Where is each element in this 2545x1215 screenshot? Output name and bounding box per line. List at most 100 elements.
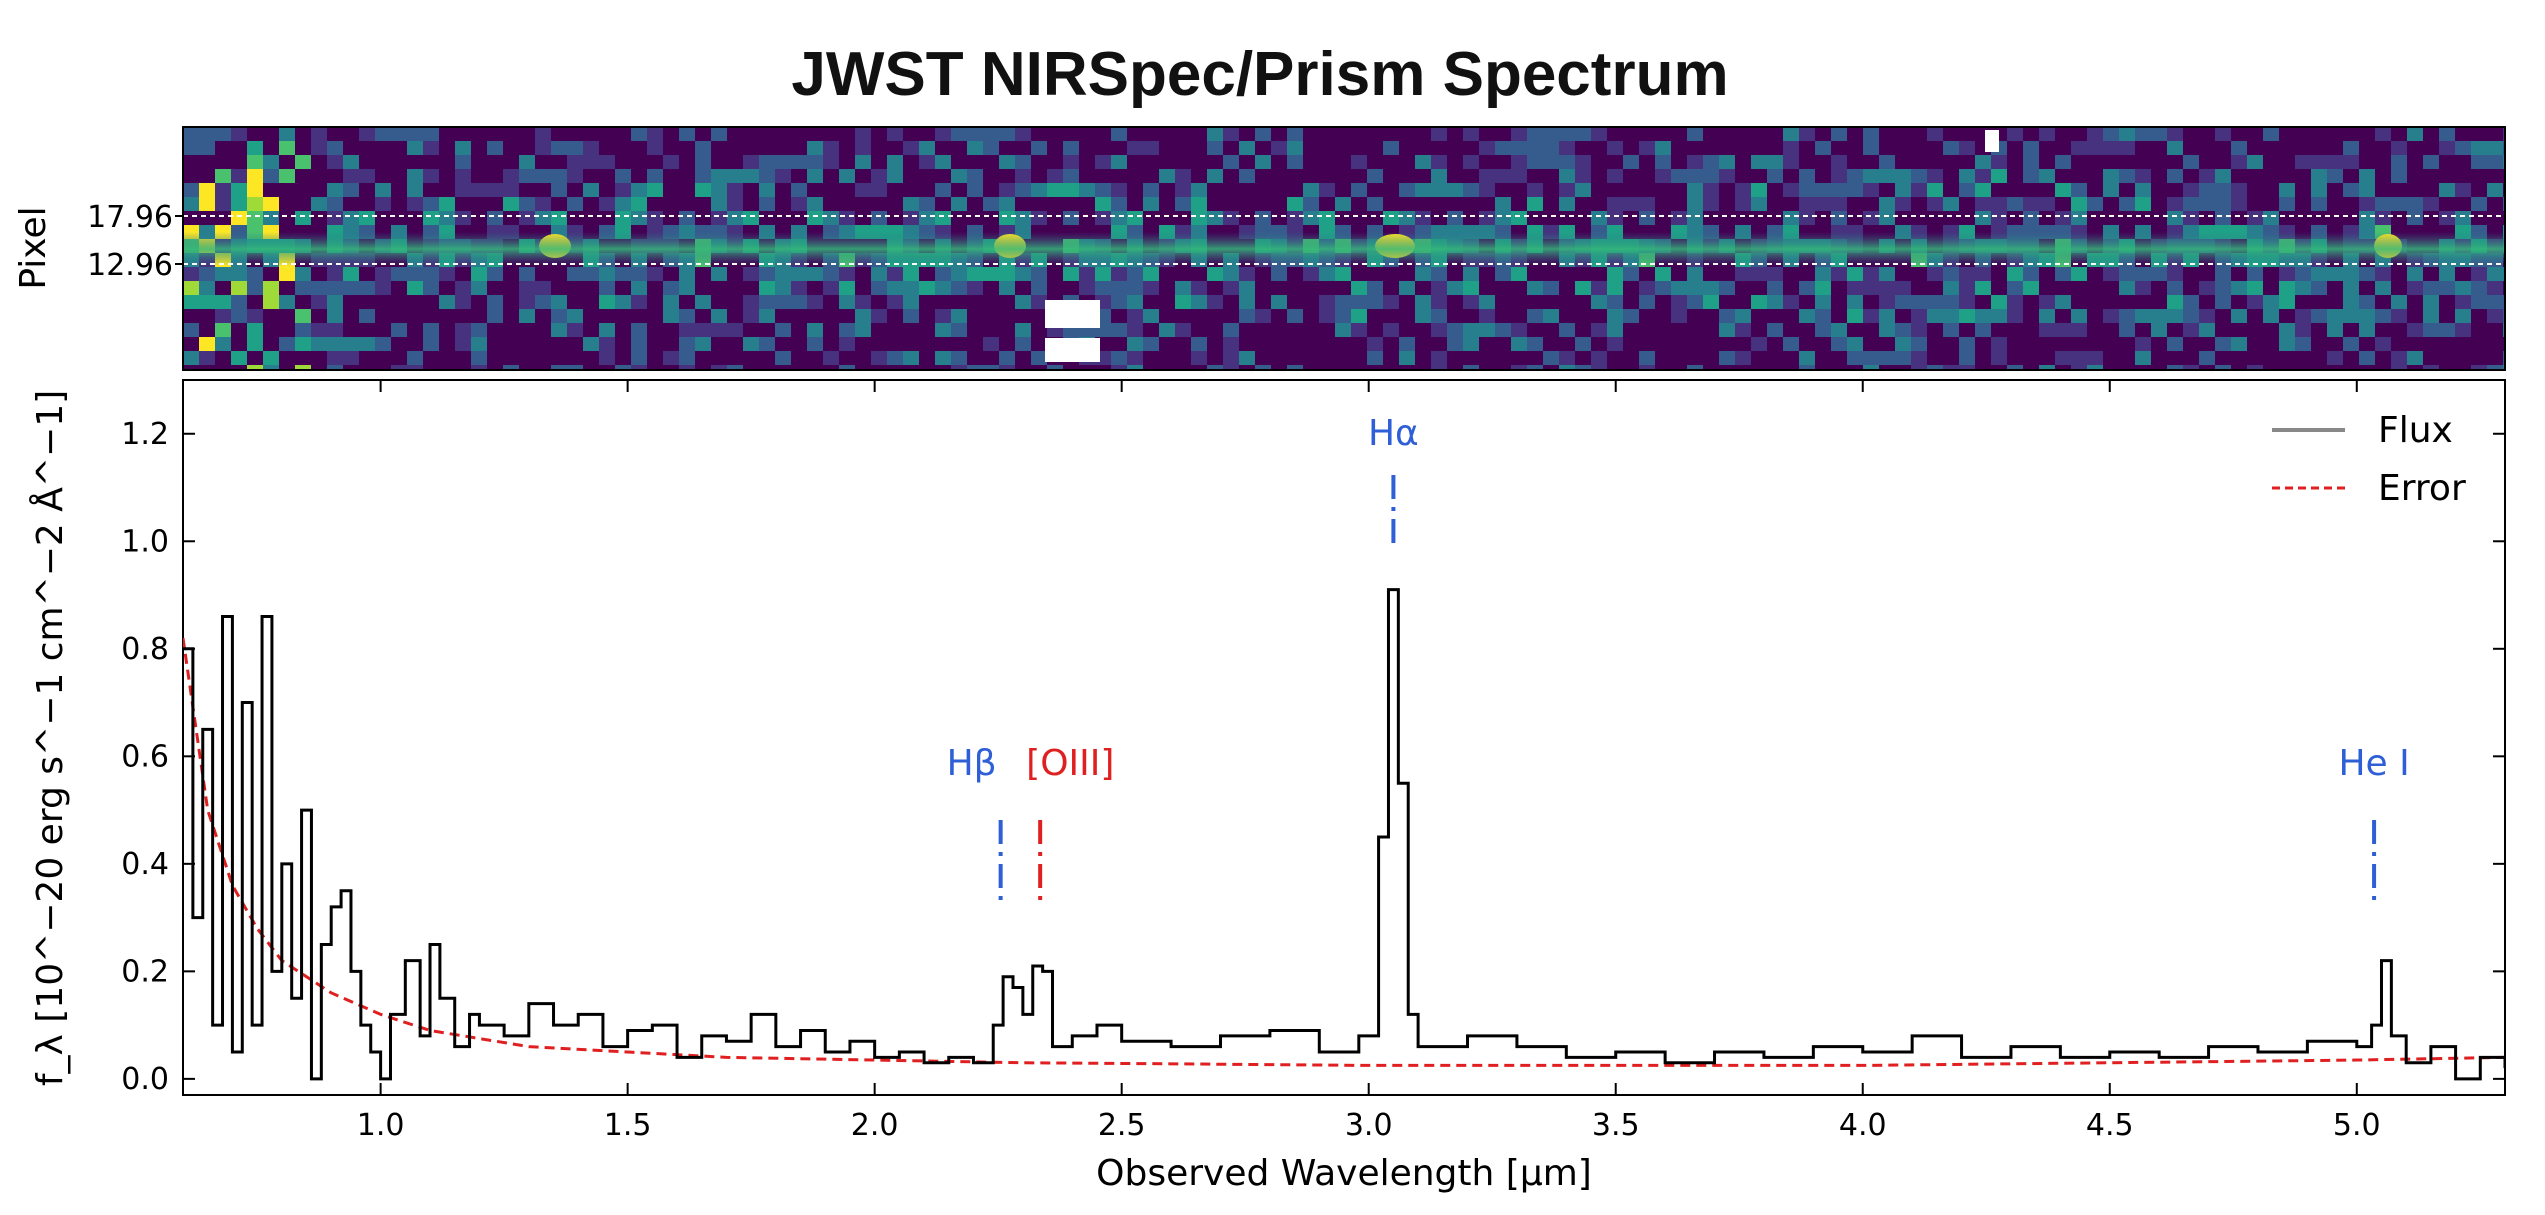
- image-pixel: [759, 309, 775, 323]
- image-pixel: [1255, 365, 1271, 370]
- image-pixel: [1479, 141, 1495, 155]
- image-pixel: [343, 155, 359, 169]
- legend: Flux Error: [2272, 410, 2466, 509]
- image-pixel: [1879, 197, 1895, 211]
- image-pixel: [2439, 169, 2455, 183]
- image-pixel: [1351, 309, 1367, 323]
- image-pixel: [999, 267, 1015, 281]
- image-pixel: [295, 211, 311, 225]
- image-pixel: [1063, 155, 1079, 169]
- image-pixel: [327, 169, 343, 183]
- image-pixel: [951, 323, 967, 337]
- image-pixel: [1111, 141, 1127, 155]
- image-pixel: [2103, 141, 2119, 155]
- image-pixel: [1927, 197, 1943, 211]
- image-pixel: [2071, 197, 2087, 211]
- image-pixel: [2327, 267, 2343, 281]
- image-pixel: [1047, 183, 1063, 197]
- image-pixel: [823, 155, 839, 169]
- image-pixel: [551, 141, 567, 155]
- image-pixel: [2183, 155, 2199, 169]
- image-pixel: [903, 309, 919, 323]
- image-pixel: [1815, 309, 1831, 323]
- image-pixel: [1975, 365, 1991, 370]
- image-pixel: [1031, 267, 1047, 281]
- image-pixel: [1063, 365, 1079, 370]
- image-pixel: [1943, 365, 1959, 370]
- image-pixel: [295, 365, 311, 370]
- image-pixel: [2407, 295, 2423, 309]
- image-pixel: [1927, 267, 1943, 281]
- image-pixel: [2263, 127, 2279, 141]
- image-pixel: [439, 211, 455, 225]
- image-pixel: [375, 281, 391, 295]
- image-pixel: [1863, 351, 1879, 365]
- image-pixel: [2135, 337, 2151, 351]
- image-pixel: [2055, 351, 2071, 365]
- image-pixel: [935, 351, 951, 365]
- image-pixel: [1591, 211, 1607, 225]
- image-pixel: [855, 281, 871, 295]
- image-pixel: [1127, 337, 1143, 351]
- image-pixel: [1143, 309, 1159, 323]
- image-pixel: [1751, 183, 1767, 197]
- image-pixel: [1319, 267, 1335, 281]
- legend-error-label: Error: [2378, 468, 2466, 509]
- image-pixel: [2327, 155, 2343, 169]
- image-pixel: [887, 127, 903, 141]
- image-pixel: [2279, 183, 2295, 197]
- image-pixel: [2071, 351, 2087, 365]
- image-pixel: [2119, 309, 2135, 323]
- x-axis-label: Observed Wavelength [μm]: [1096, 1153, 1592, 1194]
- image-pixel: [215, 127, 231, 141]
- image-pixel: [2471, 337, 2487, 351]
- image-pixel: [2167, 169, 2183, 183]
- image-pixel: [2071, 211, 2087, 225]
- image-pixel: [2199, 155, 2215, 169]
- image-pixel: [903, 267, 919, 281]
- image-pixel: [1383, 211, 1399, 225]
- image-pixel: [1367, 295, 1383, 309]
- image-pixel: [295, 323, 311, 337]
- image-pixel: [519, 183, 535, 197]
- image-pixel: [2039, 127, 2055, 141]
- image-pixel: [679, 337, 695, 351]
- image-pixel: [1527, 281, 1543, 295]
- image-pixel: [487, 141, 503, 155]
- image-pixel: [471, 183, 487, 197]
- image-pixel: [2055, 323, 2071, 337]
- image-pixel: [599, 323, 615, 337]
- image-pixel: [1735, 183, 1751, 197]
- image-pixel: [807, 197, 823, 211]
- image-pixel: [1159, 197, 1175, 211]
- image-pixel: [1575, 155, 1591, 169]
- image-pixel: [2375, 337, 2391, 351]
- image-pixel: [2247, 211, 2263, 225]
- image-pixel: [711, 127, 727, 141]
- image-pixel: [567, 197, 583, 211]
- image-pixel: [967, 323, 983, 337]
- image-pixel: [1223, 183, 1239, 197]
- image-pixel: [2487, 183, 2503, 197]
- image-pixel: [631, 197, 647, 211]
- image-pixel: [1735, 169, 1751, 183]
- image-pixel: [1799, 323, 1815, 337]
- image-pixel: [359, 309, 375, 323]
- image-pixel: [215, 295, 231, 309]
- image-pixel: [551, 183, 567, 197]
- image-pixel: [775, 323, 791, 337]
- image-pixel: [1127, 309, 1143, 323]
- image-pixel: [1367, 127, 1383, 141]
- image-pixel: [1863, 141, 1879, 155]
- image-pixel: [391, 155, 407, 169]
- image-pixel: [1431, 351, 1447, 365]
- image-pixel: [1591, 197, 1607, 211]
- image-pixel: [343, 169, 359, 183]
- image-pixel: [567, 267, 583, 281]
- image-pixel: [1511, 127, 1527, 141]
- image-pixel: [2295, 267, 2311, 281]
- image-pixel: [2151, 309, 2167, 323]
- image-pixel: [2423, 267, 2439, 281]
- series-error-line: [183, 637, 2505, 1067]
- image-pixel: [1191, 281, 1207, 295]
